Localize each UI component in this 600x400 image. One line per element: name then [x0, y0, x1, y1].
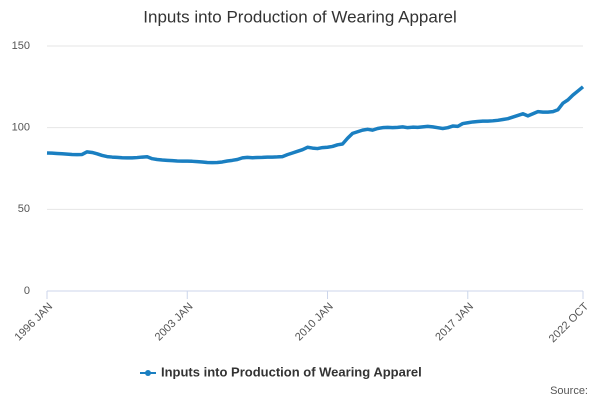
chart-title: Inputs into Production of Wearing Appare…	[143, 7, 456, 26]
x-tick-label: 2010 JAN	[293, 301, 336, 344]
legend-label: Inputs into Production of Wearing Appare…	[161, 364, 422, 379]
source: Source:	[550, 385, 588, 397]
y-tick-label: 0	[24, 285, 30, 297]
data-line	[46, 85, 585, 165]
y-tick-label: 100	[12, 122, 30, 134]
legend-marker	[145, 370, 151, 376]
x-tick-label: 2003 JAN	[153, 301, 196, 344]
y-tick-label: 50	[18, 203, 30, 215]
x-tick-label: 1996 JAN	[13, 301, 56, 344]
x-tick-label: 2017 JAN	[433, 301, 476, 344]
x-tick-label: 2022 OCT	[547, 300, 592, 345]
y-tick-label: 150	[12, 40, 30, 52]
